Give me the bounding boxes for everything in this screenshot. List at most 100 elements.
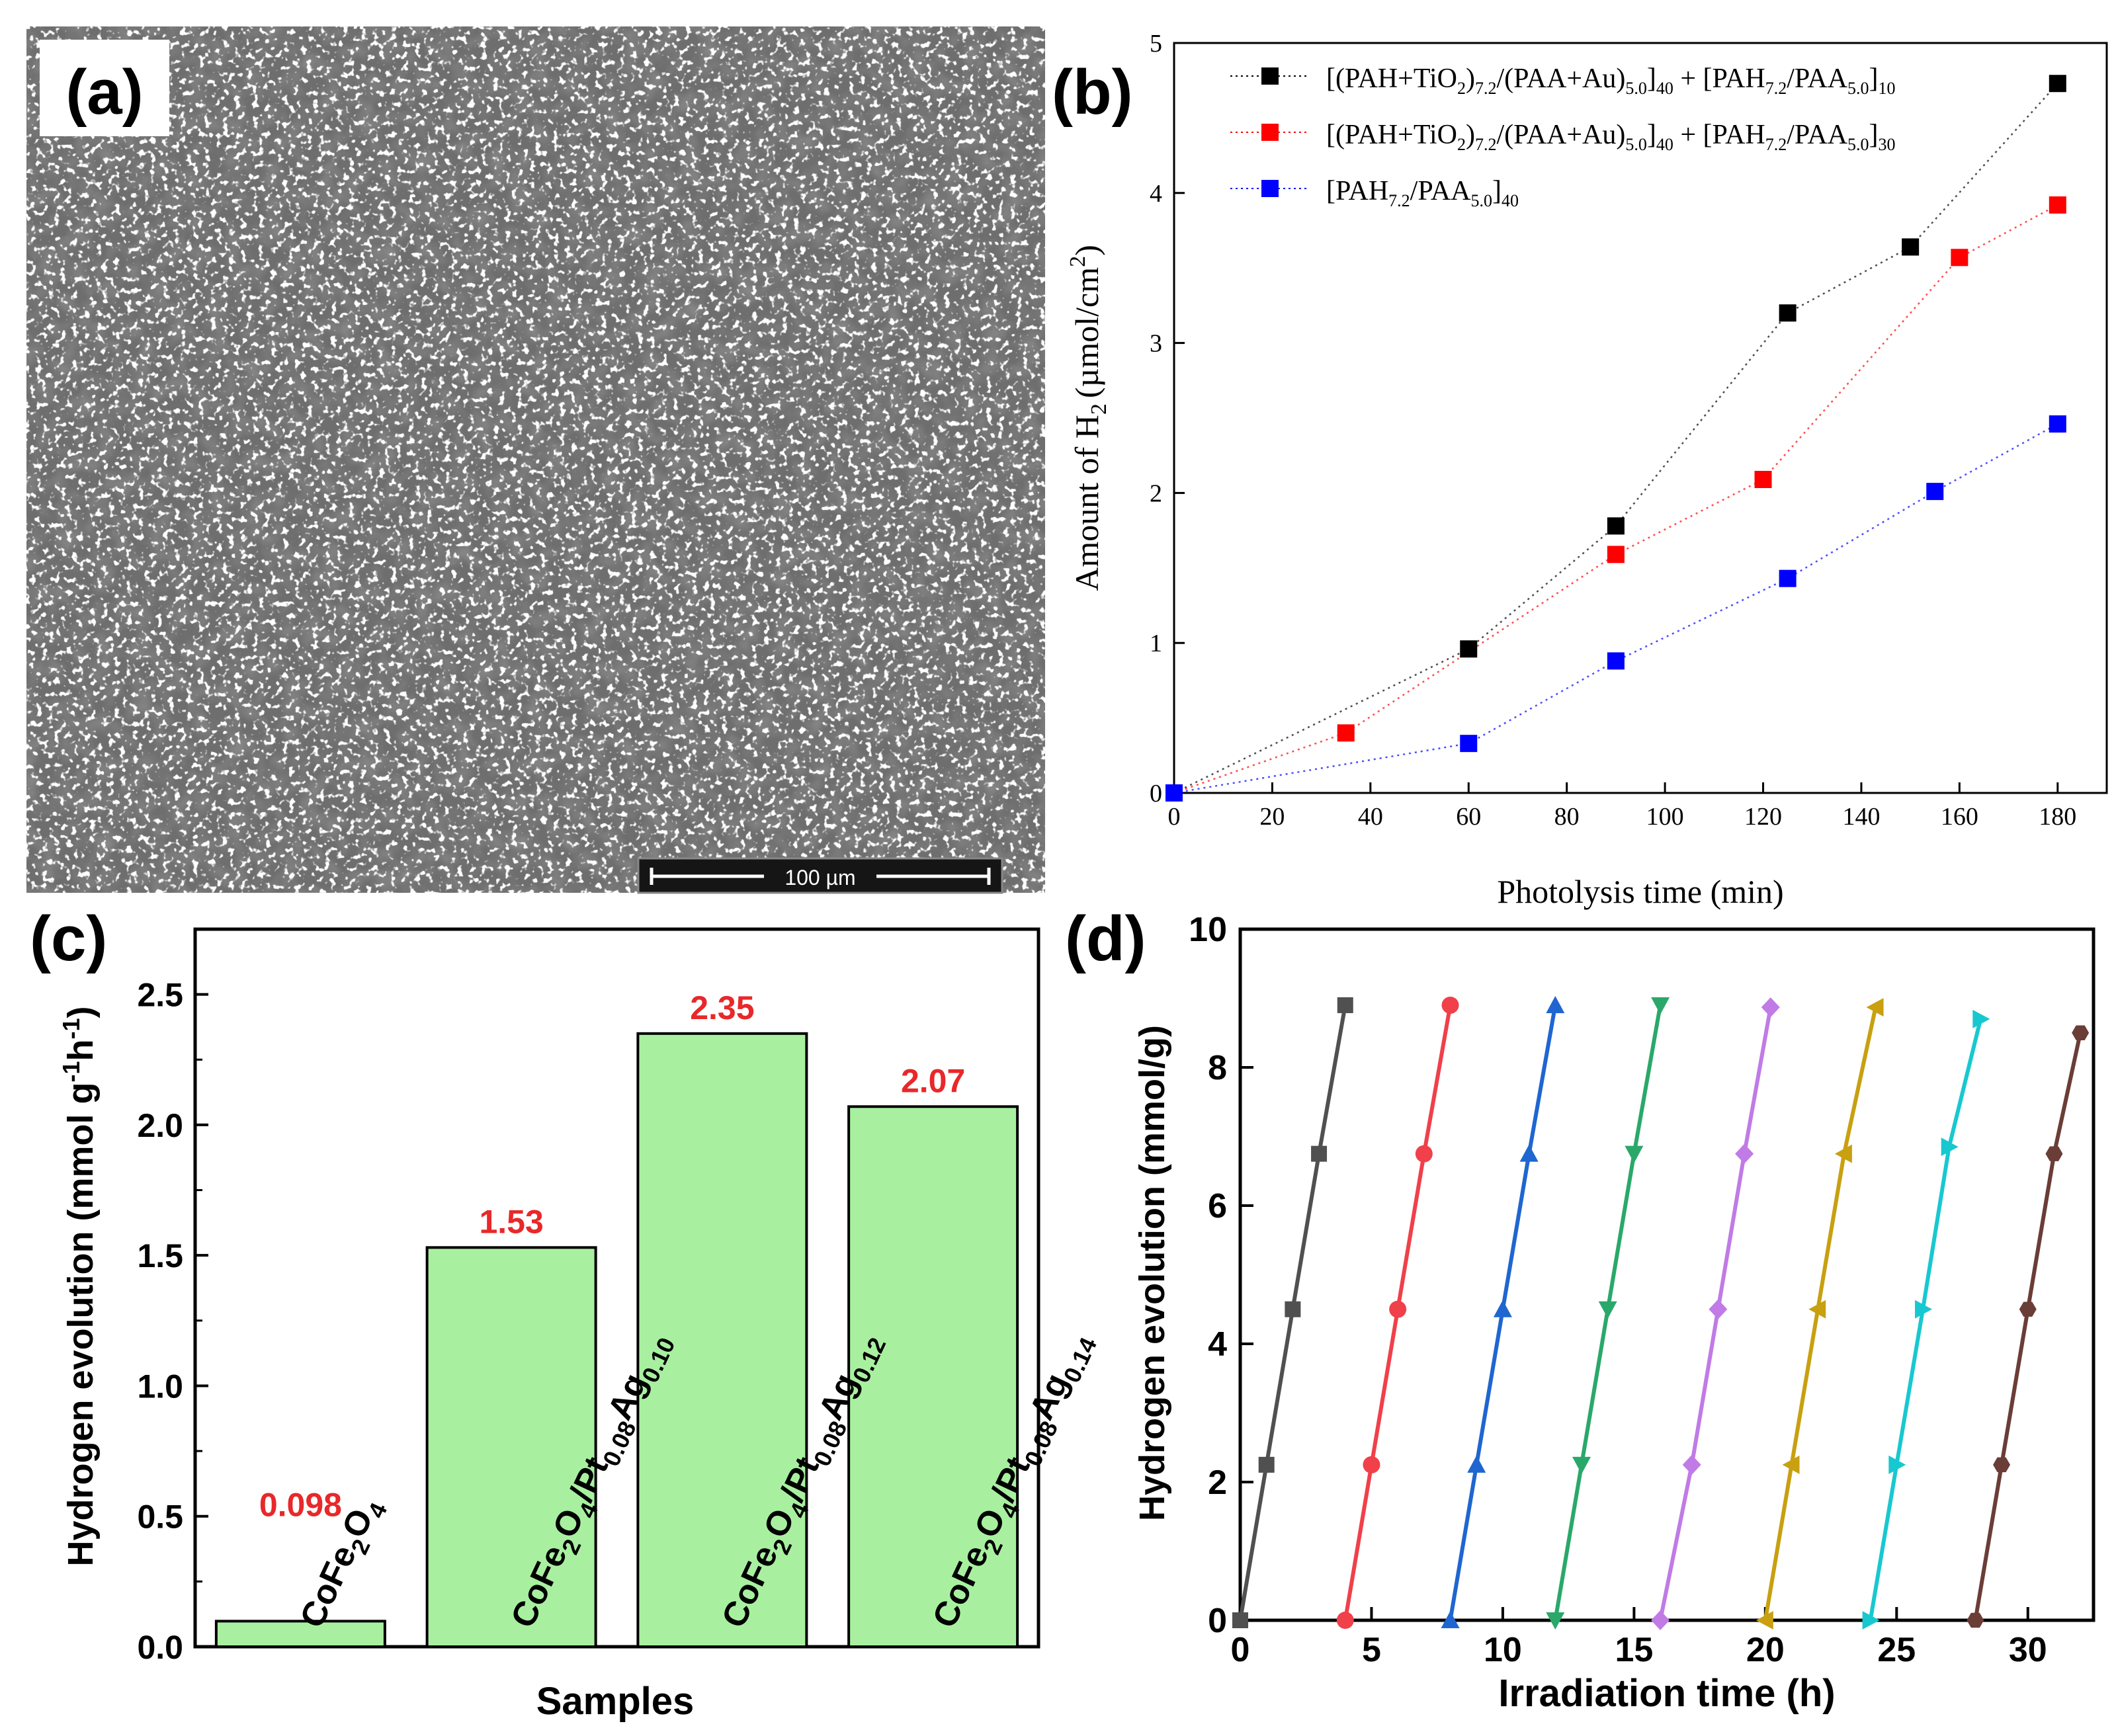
x-tick-label-b-0: 0 <box>1168 803 1181 831</box>
x-tick-label-d-1: 5 <box>1362 1631 1381 1669</box>
data-point-d-1-1 <box>1232 1612 1248 1628</box>
data-point-d-5-1 <box>1651 1610 1670 1630</box>
y-tick-label-b-0: 0 <box>1150 780 1162 807</box>
plot-frame-c <box>193 927 1040 1649</box>
y-tick-label-d-5: 10 <box>1189 911 1227 949</box>
data-point-d-6-4 <box>1834 1144 1852 1163</box>
x-tick-label-d-3: 15 <box>1615 1631 1653 1669</box>
y-axis-label-b: Amount of H2(µmol/cm2) <box>1066 245 1111 591</box>
data-point-b-3-3 <box>1607 652 1625 670</box>
y-tick-label-d-0: 0 <box>1208 1602 1227 1640</box>
legend-entry-3: [PAH7.2/PAA5.0]40 <box>1326 176 1519 210</box>
x-tick-label-b-5: 100 <box>1646 803 1684 831</box>
panel-d-chart: (d) 0 5 10 15 20 25 30 0 2 4 6 8 10 Irradiation time… <box>1065 903 2095 1715</box>
value-label-c-3: 2.35 <box>690 989 754 1026</box>
data-point-d-5-5 <box>1761 997 1780 1018</box>
y-axis-label-d: Hydrogen evolution (mmol/g) <box>1132 1025 1172 1521</box>
y-tick-label-c-0: 0.0 <box>137 1629 183 1666</box>
legend-marker-2 <box>1261 124 1279 141</box>
data-point-b-2-4 <box>1754 470 1772 488</box>
x-tick-label-d-6: 30 <box>2009 1631 2047 1669</box>
plot-frame-b <box>1173 42 2108 794</box>
data-point-d-1-5 <box>1337 997 1353 1013</box>
data-point-b-1-3 <box>1607 517 1625 535</box>
data-point-b-2-2 <box>1337 724 1355 742</box>
y-tick-label-d-1: 2 <box>1208 1464 1227 1502</box>
x-tick-label-b-1: 20 <box>1259 803 1285 831</box>
data-point-d-6-3 <box>1808 1300 1826 1319</box>
scale-bar-label: 100 µm <box>784 866 855 889</box>
legend-entry-2: [(PAH+TiO2)7.2/(PAA+Au)5.0]40 + [PAH7.2/… <box>1326 120 1896 154</box>
data-point-d-7-2 <box>1888 1455 1906 1474</box>
axis-ticks-d: 0 5 10 15 20 25 30 0 2 4 6 8 10 <box>1189 911 2047 1669</box>
x-axis-label-b: Photolysis time (min) <box>1497 873 1783 910</box>
data-point-b-3-6 <box>2049 415 2066 433</box>
data-point-b-1-2 <box>1460 640 1478 658</box>
data-point-d-6-1 <box>1756 1611 1773 1630</box>
x-tick-label-b-7: 140 <box>1842 803 1880 831</box>
value-labels-c: 0.098 1.53 2.35 2.07 <box>259 989 965 1524</box>
data-point-d-2-3 <box>1389 1300 1407 1318</box>
data-point-b-3-4 <box>1779 569 1797 587</box>
y-tick-label-d-4: 8 <box>1208 1049 1227 1087</box>
data-point-d-1-4 <box>1311 1145 1328 1162</box>
data-point-b-2-3 <box>1607 546 1625 563</box>
data-point-d-8-5 <box>2072 1025 2090 1041</box>
x-tick-label-b-8: 160 <box>1941 803 1978 831</box>
scale-bar-label-bg <box>764 865 876 888</box>
x-tick-label-b-3: 60 <box>1456 803 1481 831</box>
data-point-d-7-3 <box>1915 1300 1932 1319</box>
data-point-d-8-2 <box>1993 1457 2011 1473</box>
data-point-d-3-5 <box>1546 995 1565 1013</box>
bars-c <box>214 1032 1019 1649</box>
data-point-d-3-2 <box>1467 1455 1486 1473</box>
series-line-b-2 <box>1173 204 2058 794</box>
data-point-d-3-3 <box>1493 1300 1512 1317</box>
y-tick-label-c-5: 2.5 <box>137 977 183 1014</box>
plot-frame-d <box>1238 927 2095 1622</box>
y-tick-label-d-2: 4 <box>1208 1325 1227 1364</box>
bar-c-2 <box>425 1246 597 1648</box>
y-axis-label-c: Hydrogen evolution (mmol g-1h-1) <box>58 1006 101 1566</box>
bar-c-3 <box>636 1032 808 1649</box>
data-point-d-2-1 <box>1336 1612 1354 1629</box>
y-tick-label-b-1: 1 <box>1150 630 1162 657</box>
series-lines-b <box>1173 83 2058 794</box>
series-line-b-1 <box>1173 83 2058 794</box>
data-point-b-1-6 <box>2049 75 2066 93</box>
data-point-b-1-4 <box>1779 304 1797 322</box>
panel-b-chart: (b) 0 20 40 60 80 100 120 140 160 180 0 1 2 3 4 5 Photo… <box>1052 30 2108 910</box>
y-tick-label-b-2: 2 <box>1150 479 1162 507</box>
panel-c-chart: (c) 0.0 0.5 1.0 1.5 2.0 2.5 0.098 1.53 2.35 2.07… <box>30 903 1102 1723</box>
data-points-b <box>1165 75 2066 802</box>
data-point-b-3-5 <box>1926 483 1944 501</box>
value-label-c-4: 2.07 <box>901 1062 965 1099</box>
series-line-d-8 <box>1973 1032 2083 1621</box>
bar-c-4 <box>847 1105 1019 1648</box>
y-tick-label-c-4: 2.0 <box>137 1107 183 1144</box>
series-line-b-3 <box>1173 423 2058 794</box>
legend-entry-1: [(PAH+TiO2)7.2/(PAA+Au)5.0]40 + [PAH7.2/… <box>1326 63 1896 98</box>
panel-label-b: (b) <box>1052 57 1133 128</box>
data-point-d-4-4 <box>1625 1145 1644 1163</box>
data-point-d-3-4 <box>1519 1144 1539 1162</box>
panel-label-d: (d) <box>1065 903 1146 974</box>
data-point-d-4-2 <box>1572 1456 1591 1474</box>
x-tick-label-b-9: 180 <box>2039 803 2076 831</box>
x-tick-label-d-2: 10 <box>1484 1631 1522 1669</box>
y-tick-label-b-5: 5 <box>1150 30 1162 58</box>
x-tick-label-d-5: 25 <box>1877 1631 1916 1669</box>
data-point-d-5-3 <box>1709 1299 1728 1319</box>
data-point-d-2-4 <box>1415 1145 1433 1163</box>
data-point-d-5-4 <box>1735 1143 1754 1164</box>
value-label-c-2: 1.53 <box>479 1203 543 1240</box>
data-point-b-2-5 <box>1951 249 1968 267</box>
data-point-d-5-2 <box>1682 1454 1701 1475</box>
data-point-d-7-4 <box>1941 1137 1959 1157</box>
data-point-d-7-5 <box>1972 1009 1990 1028</box>
panel-label-c: (c) <box>30 903 107 974</box>
x-tick-label-b-6: 120 <box>1744 803 1782 831</box>
panel-a-micrograph: (a) 100 µm <box>26 26 1045 894</box>
data-point-b-1-5 <box>1902 238 1920 256</box>
